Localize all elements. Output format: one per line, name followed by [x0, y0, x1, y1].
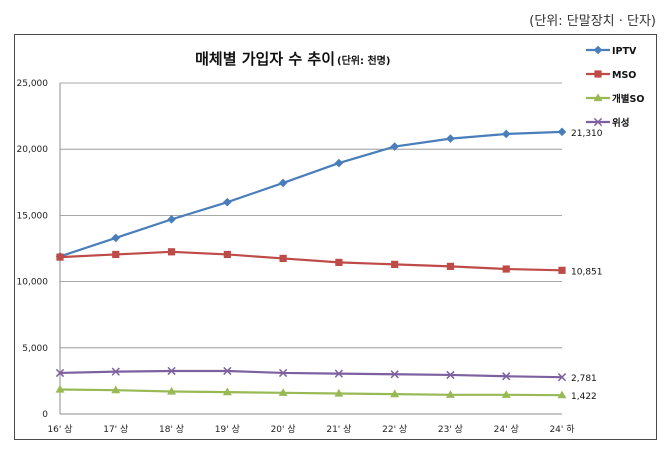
series-3-point	[55, 384, 65, 393]
series-4-line	[59, 369, 563, 379]
series-1-point	[111, 233, 121, 243]
series-2-point	[558, 266, 566, 274]
series-2-point	[167, 248, 176, 256]
unit-note: (단위: 단말장치 · 단자)	[529, 14, 656, 29]
series-2-point	[223, 250, 231, 259]
marker-stroke	[278, 368, 288, 378]
marker-stroke	[557, 373, 567, 382]
marker-stroke	[593, 117, 603, 127]
legend-label: MSO	[612, 70, 636, 81]
series-3-line	[59, 388, 563, 397]
series-1-line	[59, 130, 563, 258]
gridlines	[60, 82, 562, 349]
y-tick-label: 0	[42, 410, 48, 420]
series-2-end-label: 10,851	[571, 267, 603, 277]
series-4-end-label: 2,781	[571, 374, 597, 384]
series-3-point	[278, 388, 288, 396]
legend-label: 개별SO	[612, 93, 644, 105]
x-tick-label: 22' 상	[382, 424, 407, 435]
series-3-point	[390, 389, 400, 398]
x-tick-label: 16' 상	[47, 424, 72, 435]
marker-stroke	[446, 370, 455, 380]
marker-stroke	[334, 369, 344, 378]
x-tick-label: 19' 상	[215, 424, 240, 435]
marker-stroke	[223, 366, 232, 376]
series-1-point	[223, 197, 232, 207]
marker-stroke	[502, 372, 511, 381]
series-1-point	[167, 215, 176, 224]
series-1-point	[501, 129, 511, 139]
series-4-point	[502, 372, 511, 381]
series-1-point	[278, 178, 288, 188]
legend-marker	[594, 70, 602, 78]
series-2-point	[446, 262, 455, 270]
series-3-point	[501, 390, 511, 398]
y-tick-label: 20,000	[17, 145, 49, 155]
y-tick-label: 5,000	[22, 344, 48, 354]
series-4-point	[557, 373, 567, 382]
series-4-point	[111, 367, 120, 376]
series-2-line	[59, 250, 563, 272]
series-3-point	[445, 390, 455, 398]
axes: 0 5,000 10,000 15,000 20,000 25,000 16' 상 17' 상…	[17, 79, 576, 435]
series-4-point	[334, 369, 344, 378]
marker-stroke	[111, 367, 120, 376]
legend-marker	[593, 93, 603, 102]
series-1-point	[557, 127, 567, 137]
marker-stroke	[167, 366, 176, 376]
y-tick-label: 10,000	[17, 278, 49, 288]
series-4-point	[390, 370, 399, 379]
series-2-point	[112, 250, 120, 259]
marker-stroke	[390, 370, 399, 379]
series-2-point	[279, 254, 287, 263]
series-4-point	[446, 370, 455, 380]
series-3-point	[557, 390, 567, 399]
series	[55, 127, 567, 399]
legend-label: IPTV	[612, 46, 637, 57]
x-tick-label: 20' 상	[271, 424, 296, 435]
x-tick-label: 17' 상	[103, 424, 128, 435]
legend-label: 위성	[612, 117, 629, 129]
series-2-point	[502, 265, 510, 273]
end-labels: 21,310 10,851 1,422 2,781	[571, 129, 603, 402]
series-2-point	[335, 258, 343, 267]
series-1-end-label: 21,310	[571, 129, 603, 139]
series-4-point	[278, 368, 288, 378]
chart-frame	[14, 34, 657, 440]
series-3-end-label: 1,422	[571, 392, 597, 402]
series-2-point	[56, 253, 64, 261]
series-3-point	[111, 385, 121, 394]
series-1-point	[446, 134, 455, 143]
series-4-point	[167, 366, 176, 376]
chart-subtitle: (단위: 천명)	[337, 54, 390, 67]
series-3-point	[167, 386, 177, 395]
chart-title: 매체별 가입자 수 추이	[195, 50, 335, 68]
x-tick-label: 24' 상	[494, 424, 519, 435]
legend: IPTV MSO 개별SO 위성	[586, 45, 644, 129]
y-tick-label: 15,000	[17, 211, 49, 221]
series-1-point	[390, 142, 399, 151]
series-3-point	[334, 388, 344, 397]
series-3-point	[222, 387, 232, 396]
series-1-point	[334, 158, 344, 168]
series-4-point	[223, 366, 232, 376]
y-tick-label: 25,000	[17, 79, 49, 89]
series-2-point	[391, 260, 399, 268]
legend-marker	[593, 117, 603, 127]
x-tick-label: 24' 하	[549, 424, 575, 435]
x-tick-label: 23' 상	[438, 424, 463, 435]
x-tick-label: 21' 상	[326, 424, 351, 435]
x-tick-label: 18' 상	[159, 424, 184, 435]
series-4-point	[55, 368, 65, 378]
marker-stroke	[55, 368, 65, 378]
legend-marker	[593, 45, 603, 55]
